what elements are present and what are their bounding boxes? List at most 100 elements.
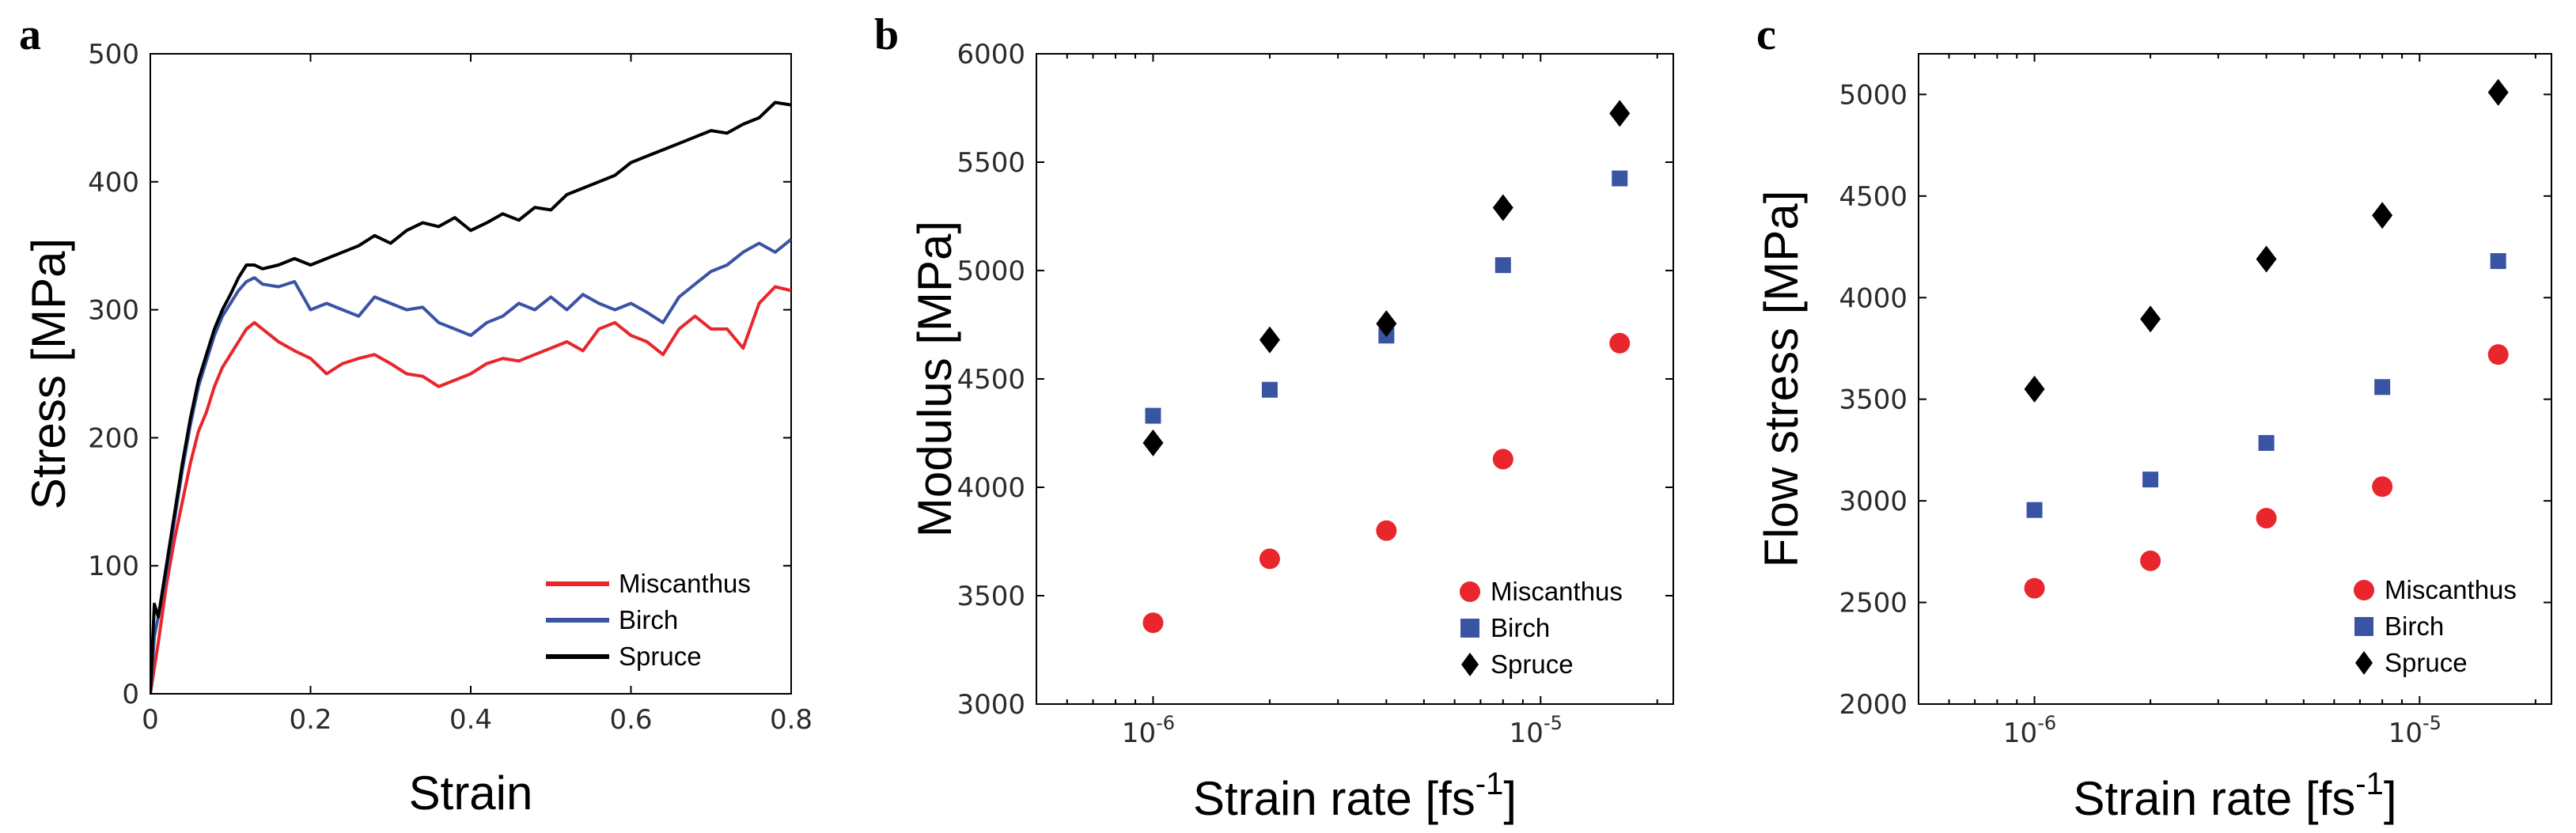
point-birch [2258, 434, 2275, 451]
y-tick-label: 200 [88, 422, 139, 454]
x-tick-label: 0.4 [449, 704, 492, 736]
point-spruce [1259, 326, 1280, 354]
point-miscanthus [2372, 476, 2393, 498]
x-tick-base: 10 [1122, 718, 1156, 749]
y-axis-label: Flow stress [MPa] [1755, 191, 1808, 568]
point-birch [1261, 381, 1278, 398]
x-tick-exponent: -5 [1544, 712, 1563, 734]
x-tick-label: 10-5 [1510, 712, 1563, 749]
point-spruce [1609, 100, 1631, 127]
point-miscanthus [2140, 550, 2161, 571]
y-tick-label: 0 [122, 679, 139, 710]
point-spruce [2140, 305, 2161, 333]
legend: Miscanthus Birch Spruce [546, 569, 751, 671]
legend-swatch-birch [1460, 619, 1479, 638]
point-spruce [1142, 429, 1164, 456]
panel-letter: b [874, 10, 899, 59]
series-line-miscanthus [150, 285, 791, 694]
x-tick-exponent: -6 [2037, 712, 2056, 734]
legend-label: Spruce [619, 642, 702, 671]
point-miscanthus [1259, 548, 1280, 570]
y-tick-label: 5500 [957, 147, 1025, 179]
x-tick-label: 0 [142, 704, 159, 736]
legend-swatch-birch [2354, 617, 2373, 636]
x-axis-label-close: ] [2384, 772, 2397, 825]
legend-swatch-miscanthus [2354, 580, 2374, 600]
point-miscanthus [2256, 507, 2277, 528]
legend-swatch-spruce [2355, 651, 2373, 675]
legend-label: Miscanthus [1491, 577, 1623, 606]
point-birch [2026, 502, 2043, 518]
point-miscanthus [1142, 612, 1164, 634]
x-tick-label: 0.6 [609, 704, 652, 736]
x-tick-label: 0.8 [770, 704, 813, 736]
series-line-spruce [150, 100, 791, 694]
y-axis-label: Modulus [MPa] [908, 221, 961, 537]
x-tick-label: 10-6 [1122, 712, 1175, 749]
panel-letter: c [1756, 10, 1776, 59]
point-spruce [2487, 78, 2509, 106]
y-tick-label: 500 [88, 39, 139, 70]
legend: Miscanthus Birch Spruce [2354, 575, 2517, 677]
panel-letter: a [19, 10, 41, 59]
y-tick-label: 3500 [957, 581, 1025, 612]
point-birch [2142, 471, 2159, 488]
x-tick-label: 10-6 [2003, 712, 2056, 749]
x-tick-exponent: -6 [1156, 712, 1175, 734]
x-axis-label-main: Strain rate [fs [1193, 772, 1476, 825]
legend-label: Birch [619, 605, 678, 634]
x-tick-label: 10-5 [2388, 712, 2442, 749]
y-tick-label: 2000 [1839, 689, 1907, 721]
y-tick-label: 4500 [957, 364, 1025, 396]
y-tick-label: 3000 [1839, 486, 1907, 517]
y-tick-label: 4000 [957, 472, 1025, 504]
y-tick-label: 5000 [957, 256, 1025, 287]
x-axis-label: Strain rate [fs-1] [2073, 767, 2396, 825]
legend: Miscanthus Birch Spruce [1460, 577, 1623, 679]
legend-swatch-spruce [1461, 653, 1479, 676]
point-spruce [2372, 202, 2393, 229]
x-tick-exponent: -5 [2423, 712, 2442, 734]
y-axis-label: Stress [MPa] [22, 238, 75, 509]
point-spruce [1376, 310, 1397, 338]
y-tick-label: 2500 [1839, 588, 1907, 619]
plot-frame [1918, 53, 2552, 705]
y-tick-label: 100 [88, 551, 139, 582]
plot-frame [1036, 53, 1674, 705]
x-axis-label-sup: -1 [2355, 767, 2384, 801]
x-tick-base: 10 [1510, 718, 1544, 749]
y-tick-label: 4000 [1839, 282, 1907, 314]
y-tick-label: 3500 [1839, 384, 1907, 416]
point-birch [2374, 379, 2391, 396]
y-tick-label: 300 [88, 295, 139, 327]
legend-label: Miscanthus [619, 569, 751, 598]
point-miscanthus [1492, 449, 1513, 470]
point-miscanthus [2024, 577, 2045, 599]
legend-swatch-miscanthus [1460, 581, 1480, 602]
point-birch [1494, 257, 1511, 274]
point-spruce [1492, 194, 1513, 222]
x-axis-label-main: Strain rate [fs [2073, 772, 2355, 825]
legend-label: Birch [2385, 611, 2444, 641]
series-line-birch [150, 238, 791, 694]
legend-label: Spruce [1491, 649, 1574, 679]
x-tick-base: 10 [2003, 718, 2037, 749]
y-tick-label: 5000 [1839, 79, 1907, 111]
y-tick-label: 3000 [957, 689, 1025, 721]
panel-a: a 0 100 200 300 400 500 0 0.2 0.4 0.6 0.8 Stress [MP… [19, 10, 813, 820]
x-axis-label: Strain rate [fs-1] [1193, 767, 1517, 825]
x-axis-label: Strain [409, 767, 533, 820]
legend-label: Birch [1491, 613, 1550, 642]
x-tick-label: 0.2 [289, 704, 331, 736]
x-tick-base: 10 [2388, 718, 2423, 749]
y-tick-label: 400 [88, 167, 139, 199]
point-birch [1145, 407, 1161, 424]
x-axis-label-close: ] [1503, 772, 1517, 825]
y-tick-label: 4500 [1839, 181, 1907, 213]
y-tick-label: 6000 [957, 39, 1025, 70]
point-miscanthus [2487, 344, 2509, 365]
point-spruce [2024, 375, 2045, 403]
